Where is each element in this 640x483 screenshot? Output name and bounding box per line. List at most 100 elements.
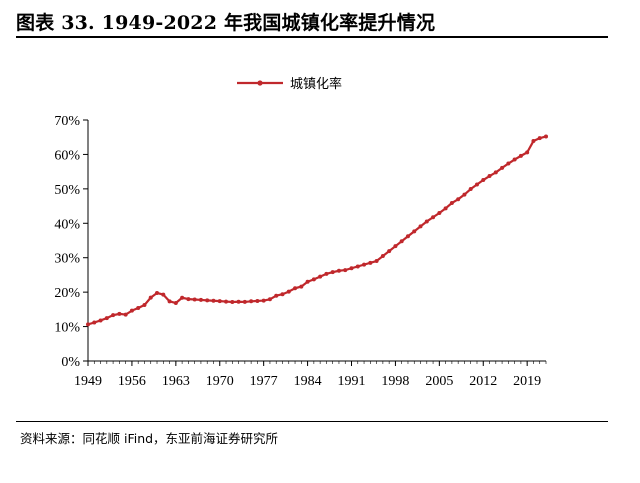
data-point — [274, 293, 279, 298]
data-point — [468, 187, 473, 192]
data-point — [374, 259, 379, 264]
data-point — [111, 313, 116, 318]
x-tick-label: 1984 — [294, 374, 322, 389]
data-point — [368, 260, 373, 265]
data-point — [412, 229, 417, 234]
x-tick-label: 2012 — [469, 374, 497, 389]
data-point — [443, 206, 448, 211]
data-point — [324, 271, 329, 276]
data-point — [431, 215, 436, 220]
data-point — [493, 170, 498, 175]
data-point — [299, 284, 304, 289]
y-tick-label: 40% — [54, 217, 80, 232]
data-point — [255, 298, 260, 303]
data-point — [318, 274, 323, 279]
data-point — [230, 300, 235, 305]
x-tick-label: 2005 — [425, 374, 453, 389]
x-tick-label: 1970 — [206, 374, 234, 389]
data-point — [512, 157, 517, 162]
data-point — [267, 297, 272, 302]
data-point — [456, 197, 461, 202]
data-point — [217, 299, 222, 304]
data-point — [481, 178, 486, 183]
x-tick-label: 1977 — [250, 374, 278, 389]
series-line-urbanization-rate — [87, 135, 547, 326]
legend-marker — [257, 80, 263, 86]
data-point — [305, 279, 310, 284]
data-point — [167, 299, 172, 304]
data-point — [142, 303, 147, 308]
plot-area — [86, 134, 548, 327]
data-point — [393, 244, 398, 249]
data-point — [92, 320, 97, 325]
data-point — [362, 262, 367, 267]
title-rule — [16, 36, 608, 38]
data-point — [161, 292, 166, 297]
data-point — [355, 264, 360, 269]
data-point — [236, 299, 241, 304]
data-point — [525, 150, 530, 155]
data-point — [349, 266, 354, 271]
data-point — [474, 182, 479, 187]
x-tick-label: 1963 — [162, 374, 190, 389]
data-point — [173, 301, 178, 306]
source-note: 资料来源：同花顺 iFind，东亚前海证券研究所 — [20, 431, 279, 446]
data-point — [280, 292, 285, 297]
x-tick-label: 2019 — [513, 374, 541, 389]
data-point — [211, 298, 216, 303]
data-point — [336, 268, 341, 273]
data-point — [123, 312, 128, 317]
data-point — [186, 297, 191, 302]
data-point — [418, 224, 423, 229]
data-point — [449, 201, 454, 206]
data-point — [424, 219, 429, 224]
data-point — [117, 311, 122, 316]
data-point — [544, 134, 548, 139]
data-point — [249, 299, 254, 304]
data-point — [487, 174, 492, 179]
data-point — [500, 165, 505, 170]
legend: 城镇化率 — [237, 76, 342, 92]
data-point — [518, 153, 523, 158]
data-point — [155, 291, 160, 296]
data-point — [129, 308, 134, 313]
data-point — [198, 297, 203, 302]
data-point — [537, 136, 542, 141]
y-tick-label: 10% — [54, 321, 80, 336]
data-point — [462, 192, 467, 197]
data-point — [261, 298, 266, 303]
data-point — [531, 139, 536, 144]
data-point — [311, 277, 316, 282]
data-point — [380, 254, 385, 259]
x-tick-label: 1949 — [74, 374, 102, 389]
data-point — [343, 268, 348, 273]
data-point — [98, 318, 103, 323]
data-point — [104, 316, 109, 321]
data-point — [242, 299, 247, 304]
data-point — [136, 306, 141, 311]
figure-title: 图表 33. 1949-2022 年我国城镇化率提升情况 — [16, 12, 436, 34]
y-tick-label: 60% — [54, 148, 80, 163]
data-point — [192, 297, 197, 302]
data-point — [399, 239, 404, 244]
x-axis: 1949 1956 1963 1970 1977 1984 1991 1998 2005 2012… — [74, 360, 547, 389]
data-point — [437, 210, 442, 215]
data-point — [405, 234, 410, 239]
data-point — [330, 270, 335, 275]
y-tick-label: 50% — [54, 183, 80, 198]
data-point — [86, 322, 90, 327]
y-tick-label: 0% — [61, 355, 80, 370]
y-tick-label: 70% — [54, 114, 80, 129]
source-rule — [16, 421, 608, 422]
legend-label: 城镇化率 — [290, 76, 342, 92]
data-point — [293, 286, 298, 291]
data-point — [224, 299, 229, 304]
y-tick-label: 20% — [54, 286, 80, 301]
x-tick-label: 1991 — [338, 374, 366, 389]
x-tick-label: 1956 — [118, 374, 146, 389]
data-point — [286, 289, 291, 294]
data-point — [387, 249, 392, 254]
x-tick-label: 1998 — [381, 374, 409, 389]
